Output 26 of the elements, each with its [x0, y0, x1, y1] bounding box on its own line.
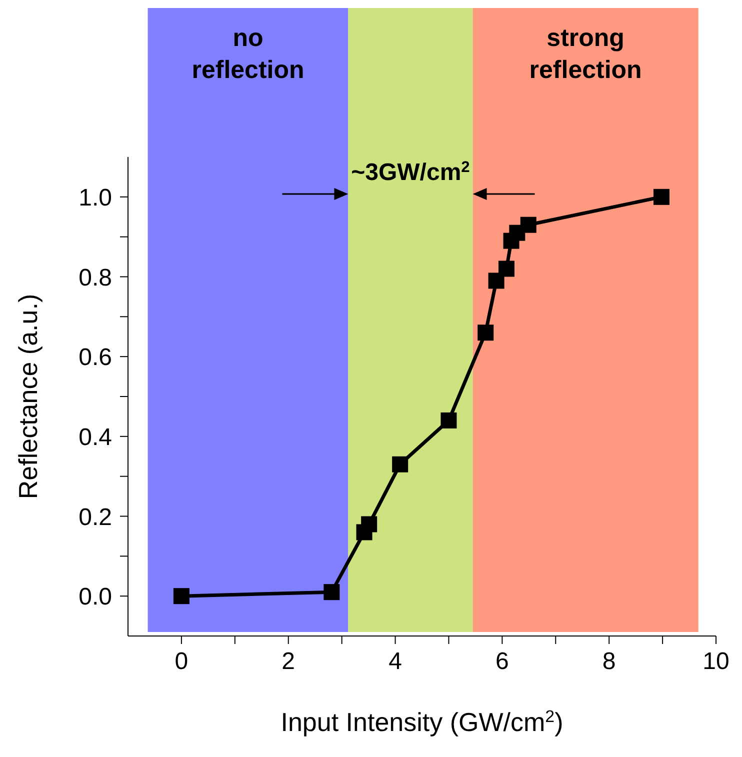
x-tick-label: 0: [174, 648, 188, 676]
point: [392, 456, 408, 472]
x-tick-label: 8: [602, 648, 616, 676]
band-label: no reflection: [192, 24, 304, 84]
point: [361, 516, 378, 532]
point: [520, 216, 536, 233]
point: [324, 584, 340, 600]
y-tick-label: 0.6: [78, 344, 112, 372]
x-axis-title: Input Intensity (GW/cm$^{2}$): [280, 706, 564, 737]
point: [173, 588, 190, 604]
point: [498, 260, 514, 277]
y-tick-label: 0.4: [78, 424, 112, 451]
x-tick-label: 10: [702, 648, 730, 676]
band-label: strong reflection: [529, 24, 642, 84]
y-tick-label: 0.8: [78, 264, 112, 292]
annotation: ~3GW/cm$^{2}$: [351, 158, 470, 186]
x-tick-label: 4: [388, 648, 402, 676]
x-tick-label: 6: [496, 648, 509, 676]
x-tick-label: 2: [282, 648, 296, 676]
y-axis-title: Reflectance (a.u.): [13, 294, 44, 500]
y-tick-label: 1.0: [78, 184, 112, 212]
point: [653, 188, 670, 205]
point: [478, 324, 494, 341]
y-tick-label: 0.2: [78, 504, 112, 531]
point: [440, 412, 457, 428]
y-tick-label: 0.0: [78, 584, 112, 611]
